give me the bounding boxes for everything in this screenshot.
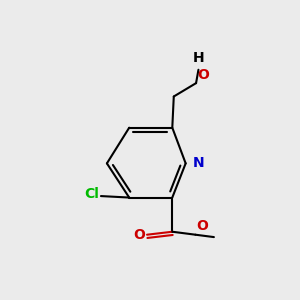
Text: O: O bbox=[197, 219, 208, 233]
Text: Cl: Cl bbox=[85, 187, 100, 201]
Text: H: H bbox=[193, 51, 204, 65]
Text: O: O bbox=[133, 228, 145, 242]
Text: O: O bbox=[197, 68, 209, 82]
Text: N: N bbox=[193, 156, 205, 170]
